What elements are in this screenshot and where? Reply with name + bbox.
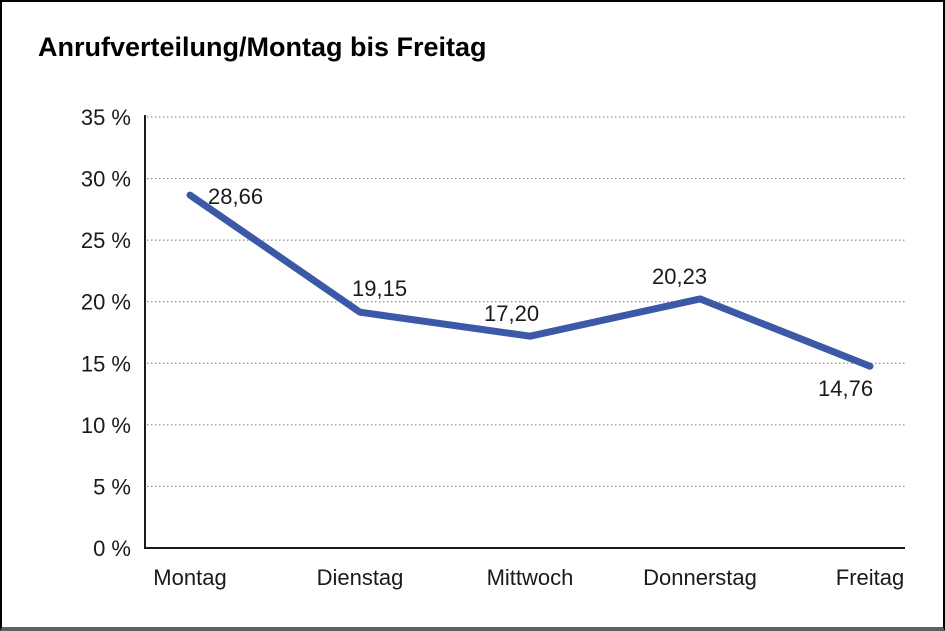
y-tick-label: 10 % (81, 413, 131, 438)
data-series-line (186, 191, 874, 370)
x-category-label: Freitag (836, 565, 904, 590)
value-label: 19,15 (352, 276, 407, 301)
value-label: 14,76 (818, 376, 873, 401)
value-label: 20,23 (652, 264, 707, 289)
chart-title: Anrufverteilung/Montag bis Freitag (38, 32, 487, 62)
x-category-label: Mittwoch (487, 565, 574, 590)
value-label: 28,66 (208, 184, 263, 209)
y-tick-label: 5 % (93, 474, 131, 499)
x-category-label: Dienstag (317, 565, 404, 590)
y-tick-label: 35 % (81, 105, 131, 130)
y-tick-label: 25 % (81, 228, 131, 253)
x-category-label: Montag (153, 565, 226, 590)
y-tick-label: 30 % (81, 167, 131, 192)
value-label: 17,20 (484, 301, 539, 326)
y-tick-label: 20 % (81, 290, 131, 315)
y-tick-label: 0 % (93, 536, 131, 561)
x-category-label: Donnerstag (643, 565, 757, 590)
y-tick-label: 15 % (81, 351, 131, 376)
